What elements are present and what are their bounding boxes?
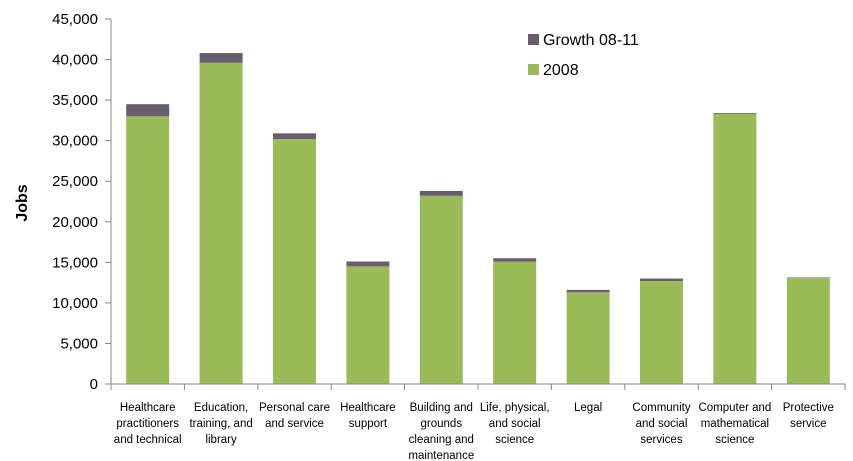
legend-label: 2008 <box>543 62 579 79</box>
x-category-label: Building and grounds cleaning and maintenan… <box>408 402 474 461</box>
bars <box>126 53 830 385</box>
x-axis-labels: Healthcare practitioners and technicalEduc… <box>114 402 834 461</box>
y-tick-label: 35,000 <box>52 92 98 109</box>
y-tick-label: 5,000 <box>60 335 98 352</box>
axes <box>110 19 846 390</box>
bar-growth-08-11 <box>346 261 390 267</box>
y-axis-title: Jobs <box>14 184 31 221</box>
y-tick-label: 20,000 <box>52 214 98 231</box>
x-category-label: Community and social services <box>632 402 690 446</box>
legend: Growth 08-11 2008 <box>528 32 639 79</box>
bar-2008 <box>786 277 830 384</box>
x-category-label: Legal <box>574 402 602 414</box>
bar-growth-08-11 <box>419 190 463 196</box>
bar-2008 <box>199 62 243 385</box>
y-tick-label: 0 <box>90 376 98 393</box>
bar-2008 <box>493 261 537 384</box>
bar-2008 <box>273 139 316 384</box>
x-category-label: Education, training, and library <box>189 402 252 446</box>
bar-growth-08-11 <box>640 278 683 281</box>
bar-growth-08-11 <box>273 133 316 140</box>
y-tick-label: 40,000 <box>52 52 98 69</box>
bar-2008 <box>640 280 683 384</box>
bar-growth-08-11 <box>199 53 243 63</box>
bar-2008 <box>419 195 463 384</box>
bar-2008 <box>346 266 390 384</box>
y-tick-label: 25,000 <box>52 173 98 190</box>
bar-growth-08-11 <box>493 258 537 262</box>
y-axis-title-group: Jobs <box>14 184 31 221</box>
x-category-label: Protective service <box>783 402 834 430</box>
bar-2008 <box>713 113 757 385</box>
x-category-label: Healthcare practitioners and technical <box>114 402 182 446</box>
x-category-label: Computer and mathematical science <box>698 402 771 446</box>
y-tick-label: 15,000 <box>52 254 98 271</box>
x-category-label: Healthcare support <box>340 402 396 430</box>
bar-2008 <box>126 116 170 384</box>
y-tick-label: 10,000 <box>52 295 98 312</box>
bar-growth-08-11 <box>126 104 170 117</box>
x-category-label: Personal care and service <box>259 402 330 430</box>
bar-growth-08-11 <box>713 113 757 114</box>
bar-2008 <box>566 292 610 384</box>
x-category-label: Life, physical, and social science <box>480 402 550 446</box>
bar-growth-08-11 <box>566 289 610 293</box>
y-tick-label: 30,000 <box>52 133 98 150</box>
legend-swatch <box>528 34 539 45</box>
legend-label: Growth 08-11 <box>543 32 639 49</box>
legend-swatch <box>528 64 539 75</box>
y-axis-ticks: 0 5,000 10,000 15,000 20,000 25,000 30,000 35,0… <box>52 11 111 393</box>
y-tick-label: 45,000 <box>52 11 98 28</box>
